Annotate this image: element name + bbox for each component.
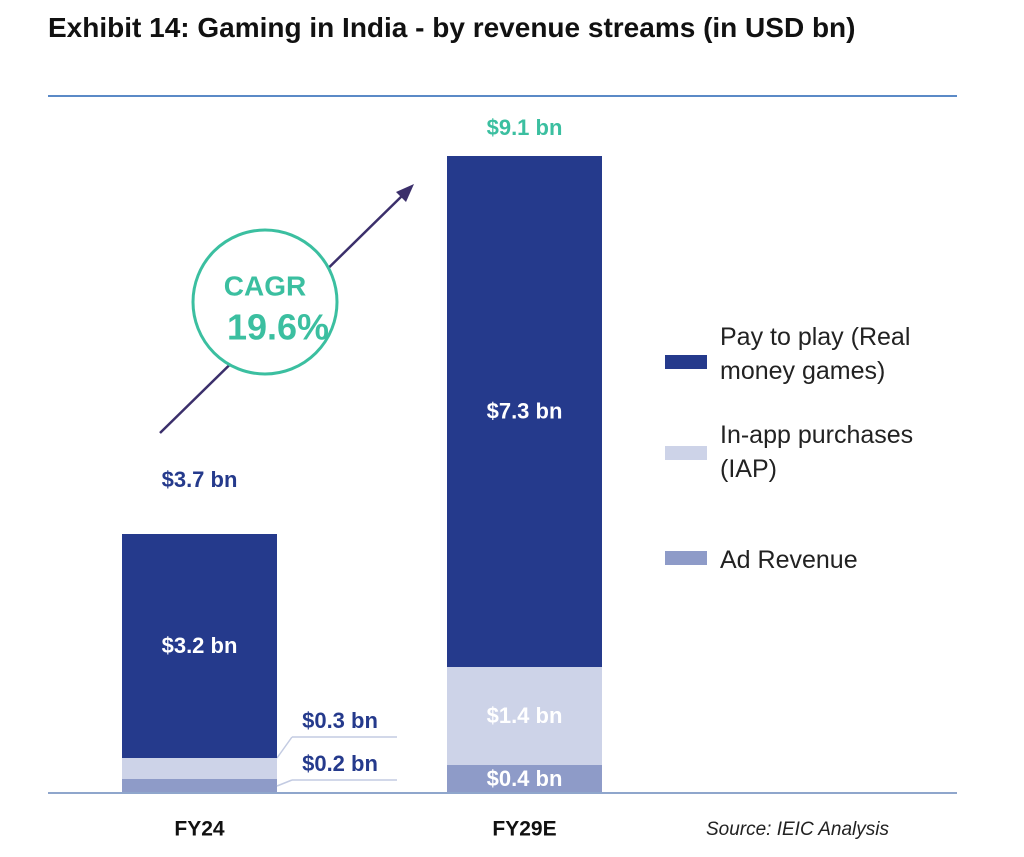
x-tick-label: FY24: [174, 818, 225, 841]
legend-swatch: [665, 446, 707, 460]
value-label: $0.3 bn: [302, 708, 378, 733]
source: Source: IEIC Analysis: [706, 819, 890, 840]
cagr-value: 19.6%: [227, 307, 329, 348]
bar-segment: [447, 765, 602, 793]
bar-segment: [122, 534, 277, 758]
leader-line: [276, 779, 293, 787]
legend-swatch: [665, 355, 707, 369]
legend-label: Pay to play (Real money games): [720, 323, 911, 385]
bar-segment: [122, 758, 277, 779]
cagr-circle: [191, 228, 339, 376]
total-label: $3.7 bn: [162, 467, 238, 492]
bar-segment: [122, 779, 277, 793]
value-label: $1.4 bn: [487, 703, 563, 728]
total-label: $9.1 bn: [487, 115, 563, 140]
legend-label: Ad Revenue: [720, 546, 858, 574]
value-label: $0.2 bn: [302, 751, 378, 776]
x-tick-label: FY29E: [492, 818, 556, 841]
bar-segment: [447, 156, 602, 667]
legend-label: In-app purchases (IAP): [720, 421, 914, 483]
cagr-label: CAGR: [224, 270, 306, 301]
chart-title: Exhibit 14: Gaming in India - by revenue…: [48, 12, 856, 43]
value-label: $0.4 bn: [487, 766, 563, 791]
value-label: $3.2 bn: [162, 633, 238, 658]
value-label: $7.3 bn: [487, 398, 563, 423]
arrow-head: [396, 184, 414, 202]
leader-line: [276, 736, 293, 759]
bar-segment: [447, 667, 602, 765]
legend-swatch: [665, 551, 707, 565]
